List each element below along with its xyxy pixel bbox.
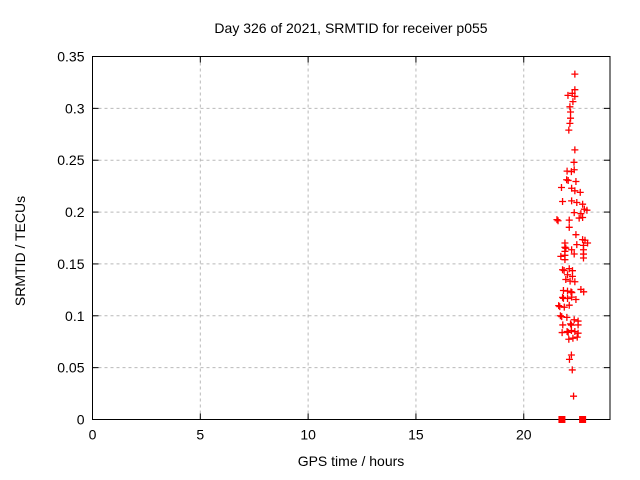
data-point-plus [574, 321, 582, 329]
data-point-plus [564, 294, 572, 302]
x-axis-label: GPS time / hours [297, 453, 405, 469]
data-point-plus [568, 246, 576, 254]
y-tick-label: 0.3 [65, 100, 85, 116]
data-point-plus [563, 176, 571, 184]
data-point-plus [572, 177, 580, 185]
data-point-plus [562, 244, 570, 252]
data-point-plus [568, 293, 576, 301]
data-point-plus [572, 296, 580, 304]
data-point-plus [554, 217, 562, 225]
data-point-plus [559, 266, 567, 274]
data-point-plus [571, 278, 579, 286]
data-point-plus [560, 266, 568, 274]
data-point-plus [579, 213, 587, 221]
data-point-plus [570, 392, 578, 400]
data-point-plus [564, 176, 572, 184]
data-point-plus [568, 197, 576, 205]
data-point-plus [556, 312, 564, 320]
data-point-plus [571, 328, 579, 336]
data-point-plus [579, 200, 587, 208]
data-point-plus [573, 199, 581, 207]
data-point-plus [557, 252, 565, 260]
x-tick-label: 10 [300, 427, 316, 443]
chart-title: Day 326 of 2021, SRMTID for receiver p05… [214, 20, 488, 36]
data-point-plus [567, 327, 575, 335]
y-tick-label: 0.15 [57, 256, 84, 272]
data-point-plus [579, 254, 587, 262]
data-point-plus [570, 316, 578, 324]
data-point-plus [560, 303, 568, 311]
data-point-plus [561, 256, 569, 264]
data-point-plus [565, 335, 573, 343]
data-point-plus [571, 146, 579, 154]
data-point-plus [566, 119, 574, 127]
data-point-plus [570, 209, 578, 217]
data-point-plus [564, 271, 572, 279]
data-point-plus [559, 293, 567, 301]
data-point-plus [571, 92, 579, 100]
x-tick-label: 5 [196, 427, 204, 443]
data-point-plus [567, 108, 575, 116]
data-point-plus [553, 216, 561, 224]
data-point-square [579, 416, 587, 423]
data-point-plus [568, 272, 576, 280]
data-point-plus [563, 328, 571, 336]
data-point-plus [574, 329, 582, 337]
data-point-plus [563, 313, 571, 321]
data-point-plus [558, 329, 566, 337]
data-point-plus [555, 302, 563, 310]
x-tick-label: 20 [516, 427, 532, 443]
data-point-plus [567, 351, 575, 359]
y-tick-label: 0 [77, 412, 85, 428]
x-tick-label: 15 [408, 427, 424, 443]
data-point-plus [564, 287, 572, 295]
data-point-plus [564, 91, 572, 99]
data-point-plus [565, 216, 573, 224]
y-tick-label: 0.25 [57, 152, 84, 168]
data-point-plus [573, 241, 581, 249]
x-tick-label: 0 [89, 427, 97, 443]
data-point-plus [559, 197, 567, 205]
data-point-plus [567, 320, 575, 328]
y-axis-label: SRMTID / TECUs [12, 195, 28, 307]
data-point-plus [571, 187, 579, 195]
data-point-plus [571, 70, 579, 78]
data-point-plus [580, 288, 588, 296]
data-point-plus [569, 98, 577, 106]
data-point-plus [558, 313, 566, 321]
data-point-plus [570, 166, 578, 174]
data-point-plus [570, 250, 578, 258]
data-point-plus [570, 158, 578, 166]
data-point-plus [565, 355, 573, 363]
data-point-plus [569, 334, 577, 342]
data-point-plus [583, 206, 591, 214]
data-point-square [558, 416, 566, 423]
data-point-plus [562, 275, 570, 283]
y-tick-label: 0.35 [57, 49, 84, 65]
data-point-plus [572, 231, 580, 239]
data-point-plus [565, 301, 573, 309]
data-point-plus [571, 86, 579, 94]
data-point-plus [584, 239, 592, 247]
data-point-plus [565, 223, 573, 231]
y-tick-label: 0.1 [65, 308, 85, 324]
data-point-plus [565, 126, 573, 134]
data-point-plus [557, 183, 565, 191]
y-tick-label: 0.2 [65, 204, 85, 220]
data-point-plus [573, 333, 581, 341]
data-point-plus [568, 366, 576, 374]
data-point-plus [577, 210, 585, 218]
data-point-plus [559, 321, 567, 329]
y-tick-label: 0.05 [57, 360, 84, 376]
data-point-plus [576, 188, 584, 196]
